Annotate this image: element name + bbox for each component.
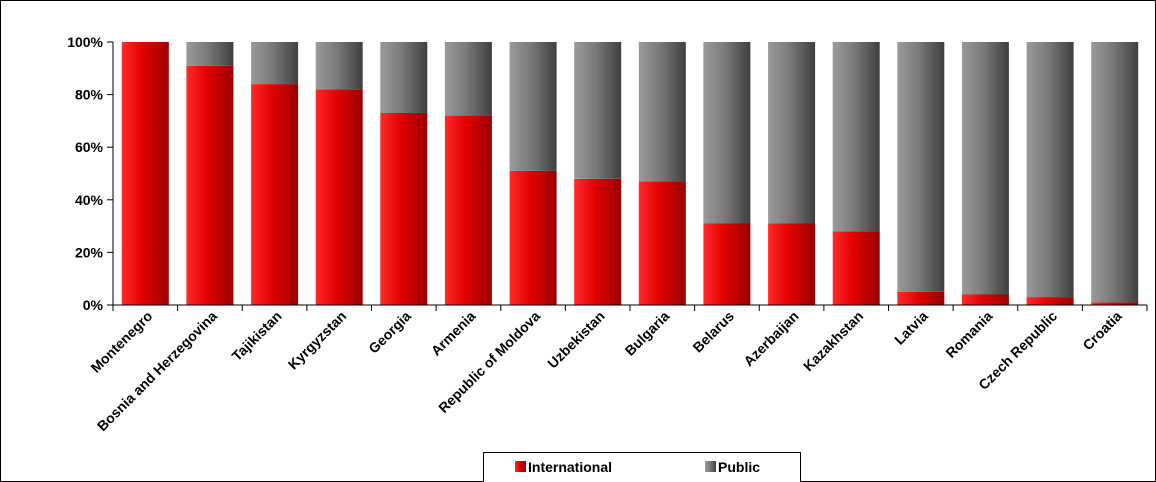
- bar-international-bulgaria: [638, 181, 686, 305]
- legend-swatch-public: [705, 461, 716, 472]
- bar-public-kazakhstan: [832, 42, 880, 232]
- bar-international-armenia: [444, 115, 492, 305]
- bar-international-georgia: [380, 113, 428, 305]
- bar-international-uzbekistan: [574, 178, 622, 305]
- bar-international-montenegro: [121, 42, 169, 305]
- bar-public-armenia: [444, 42, 492, 116]
- y-tick-label: 40%: [75, 192, 104, 208]
- bar-international-belarus: [703, 223, 751, 305]
- y-tick-label: 80%: [75, 87, 104, 103]
- bar-public-bulgaria: [638, 42, 686, 182]
- bar-international-croatia: [1091, 302, 1139, 305]
- bar-international-azerbaijan: [768, 223, 816, 305]
- legend-box: [483, 452, 801, 482]
- bar-public-tajikistan: [251, 42, 299, 85]
- bar-public-kyrgyzstan: [315, 42, 363, 90]
- bar-international-bosnia-and-herzegovina: [186, 65, 234, 305]
- bar-public-croatia: [1091, 42, 1139, 303]
- bar-public-romania: [961, 42, 1009, 295]
- bar-international-tajikistan: [251, 84, 299, 305]
- legend: International Public: [483, 452, 801, 482]
- bar-international-kyrgyzstan: [315, 89, 363, 305]
- y-tick-label: 100%: [67, 34, 103, 50]
- bar-international-republic-of-moldova: [509, 170, 557, 305]
- bar-public-bosnia-and-herzegovina: [186, 42, 234, 66]
- y-tick-label: 60%: [75, 139, 104, 155]
- bar-public-azerbaijan: [768, 42, 816, 224]
- bar-international-latvia: [897, 291, 945, 305]
- legend-label-international: International: [528, 459, 612, 475]
- legend-label-public: Public: [718, 459, 760, 475]
- bar-international-romania: [961, 294, 1009, 305]
- bar-public-uzbekistan: [574, 42, 622, 179]
- bar-public-georgia: [380, 42, 428, 113]
- legend-swatch-international: [515, 461, 526, 472]
- bar-public-republic-of-moldova: [509, 42, 557, 171]
- y-tick-label: 20%: [75, 244, 104, 260]
- bar-international-kazakhstan: [832, 231, 880, 305]
- bar-public-belarus: [703, 42, 751, 224]
- bar-public-czech-republic: [1026, 42, 1074, 298]
- bar-international-czech-republic: [1026, 297, 1074, 305]
- y-tick-label: 0%: [83, 297, 104, 313]
- bar-public-latvia: [897, 42, 945, 292]
